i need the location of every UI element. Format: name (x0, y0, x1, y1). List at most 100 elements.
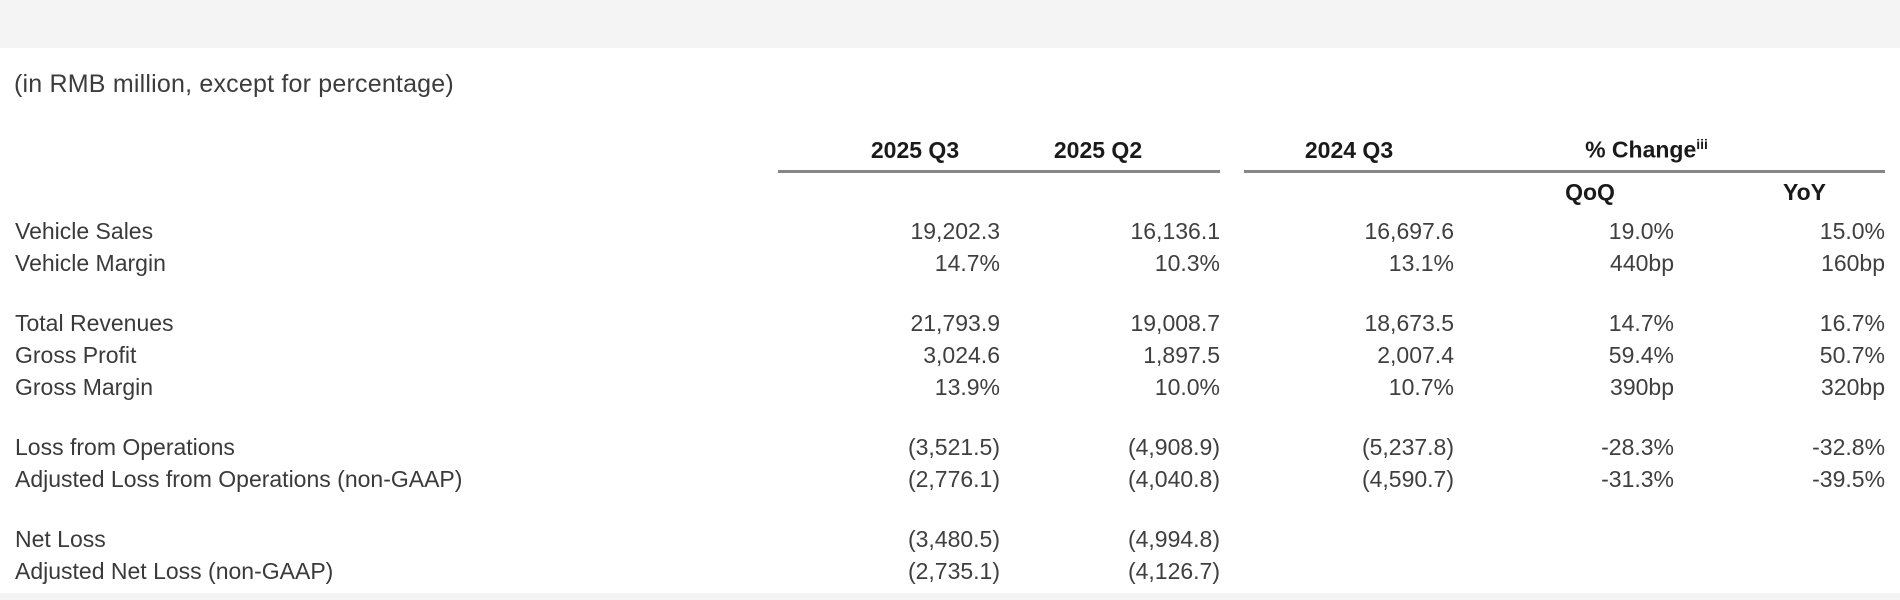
cell-2024-q3 (1244, 555, 1454, 587)
cell-gap (1220, 431, 1244, 463)
cell-2025-q2: 19,008.7 (1130, 309, 1220, 336)
pct-change-label: % Change (1585, 137, 1697, 163)
subheader-spacer (1244, 172, 1454, 216)
cell-gap (1220, 555, 1244, 587)
table-row-vehicle-sales: Vehicle Sales 19,202.3 16,136.1 16,697.6… (15, 215, 1885, 247)
row-label: Gross Margin (15, 373, 154, 400)
cell-gap (1220, 339, 1244, 371)
cell-2025-q2: 10.3% (1154, 249, 1220, 276)
cell-2025-q3: 3,024.6 (923, 341, 1000, 368)
cell-2024-q3: (5,237.8) (1361, 433, 1454, 460)
row-label: Loss from Operations (15, 433, 235, 460)
cell-yoy (1674, 523, 1885, 555)
cell-2025-q3: (2,776.1) (907, 465, 1000, 492)
cell-2025-q2: (4,126.7) (1127, 557, 1220, 584)
cell-gap (1220, 523, 1244, 555)
cell-gap (1220, 247, 1244, 279)
cell-2025-q2: (4,994.8) (1127, 525, 1220, 552)
cell-2025-q2: 16,136.1 (1130, 217, 1220, 244)
table-row-gross-profit: Gross Profit 3,024.6 1,897.5 2,007.4 59.… (15, 339, 1885, 371)
cell-2025-q2: (4,908.9) (1127, 433, 1220, 460)
cell-yoy: -32.8% (1812, 433, 1886, 460)
table-row-net-loss: Net Loss (3,480.5) (4,994.8) (15, 523, 1885, 555)
column-header-2024-q3: 2024 Q3 (1244, 118, 1454, 173)
header-gap (1220, 118, 1244, 172)
cell-qoq (1454, 555, 1674, 587)
cell-qoq: 440bp (1610, 249, 1674, 276)
group-spacer-row (15, 403, 1885, 431)
subheader-spacer (1000, 172, 1220, 216)
cell-2024-q3: 16,697.6 (1364, 217, 1454, 244)
cell-gap (1220, 307, 1244, 339)
cell-qoq: 390bp (1610, 373, 1674, 400)
row-label: Adjusted Net Loss (non-GAAP) (15, 557, 334, 584)
cell-2025-q2: 1,897.5 (1143, 341, 1220, 368)
cell-yoy: 160bp (1821, 249, 1886, 276)
cell-2025-q3: 19,202.3 (910, 217, 1000, 244)
group-spacer (15, 495, 1885, 523)
row-label: Vehicle Sales (15, 217, 154, 244)
cell-qoq: 59.4% (1608, 341, 1674, 368)
cell-gap (1220, 371, 1244, 403)
cell-2025-q2: 10.0% (1154, 373, 1220, 400)
cell-qoq: 14.7% (1608, 309, 1674, 336)
cell-yoy: 15.0% (1819, 217, 1886, 244)
table-header-row: 2025 Q3 2025 Q2 2024 Q3 % Changeiii (15, 118, 1886, 173)
table-row-gross-margin: Gross Margin 13.9% 10.0% 10.7% 390bp 320… (15, 371, 1885, 403)
cell-gap (1220, 215, 1244, 247)
cell-2024-q3: 2,007.4 (1377, 341, 1454, 368)
row-label: Vehicle Margin (15, 249, 166, 276)
table-row-total-revenues: Total Revenues 21,793.9 19,008.7 18,673.… (15, 307, 1885, 339)
cell-2024-q3: 10.7% (1388, 373, 1454, 400)
group-spacer-row (15, 279, 1885, 307)
cell-2025-q3: (2,735.1) (907, 557, 1000, 584)
cell-2024-q3 (1244, 523, 1454, 555)
group-spacer-row (15, 495, 1885, 523)
group-spacer (15, 279, 1885, 307)
row-label: Total Revenues (15, 309, 174, 336)
cell-yoy (1674, 555, 1885, 587)
row-label: Adjusted Loss from Operations (non-GAAP) (15, 465, 463, 492)
cell-2025-q3: 13.9% (934, 373, 1000, 400)
cell-gap (1220, 463, 1244, 495)
top-spacer-bar (0, 0, 1900, 48)
table-row-adjusted-loss-from-operations: Adjusted Loss from Operations (non-GAAP)… (15, 463, 1885, 495)
cell-2025-q2: (4,040.8) (1127, 465, 1220, 492)
cell-2025-q3: (3,480.5) (907, 525, 1000, 552)
cell-qoq (1454, 523, 1674, 555)
subheader-spacer (778, 172, 1000, 216)
subheader-spacer (1220, 172, 1244, 216)
cell-yoy: 320bp (1821, 373, 1886, 400)
column-header-yoy: YoY (1782, 179, 1827, 205)
cell-2024-q3: 18,673.5 (1364, 309, 1454, 336)
table-row-vehicle-margin: Vehicle Margin 14.7% 10.3% 13.1% 440bp 1… (15, 247, 1885, 279)
cell-qoq: -28.3% (1601, 433, 1674, 460)
column-header-pct-change: % Changeiii (1454, 118, 1886, 173)
header-spacer (15, 118, 778, 172)
cell-2024-q3: 13.1% (1388, 249, 1454, 276)
cell-qoq: 19.0% (1608, 217, 1674, 244)
cell-yoy: 50.7% (1819, 341, 1886, 368)
table-row-loss-from-operations: Loss from Operations (3,521.5) (4,908.9)… (15, 431, 1885, 463)
cell-qoq: -31.3% (1601, 465, 1674, 492)
column-header-2025-q3: 2025 Q3 (778, 118, 1000, 173)
row-label: Gross Profit (15, 341, 137, 368)
bottom-spacer-bar (0, 593, 1900, 600)
cell-yoy: -39.5% (1812, 465, 1886, 492)
pct-change-footnote-marker: iii (1696, 136, 1708, 153)
column-header-2025-q2: 2025 Q2 (1000, 118, 1220, 173)
cell-2025-q3: 14.7% (934, 249, 1000, 276)
row-label: Net Loss (15, 525, 106, 552)
cell-2024-q3: (4,590.7) (1361, 465, 1454, 492)
subheader-spacer (15, 172, 778, 216)
column-header-qoq: QoQ (1565, 179, 1615, 205)
table-row-adjusted-net-loss: Adjusted Net Loss (non-GAAP) (2,735.1) (… (15, 555, 1885, 587)
table-subheader-row: QoQ YoY (15, 172, 1885, 216)
cell-2025-q3: (3,521.5) (907, 433, 1000, 460)
units-note: (in RMB million, except for percentage) (14, 70, 454, 98)
group-spacer (15, 403, 1885, 431)
cell-yoy: 16.7% (1819, 309, 1886, 336)
financial-results-table: 2025 Q3 2025 Q2 2024 Q3 % Changeiii QoQ … (15, 118, 1886, 587)
cell-2025-q3: 21,793.9 (910, 309, 1000, 336)
